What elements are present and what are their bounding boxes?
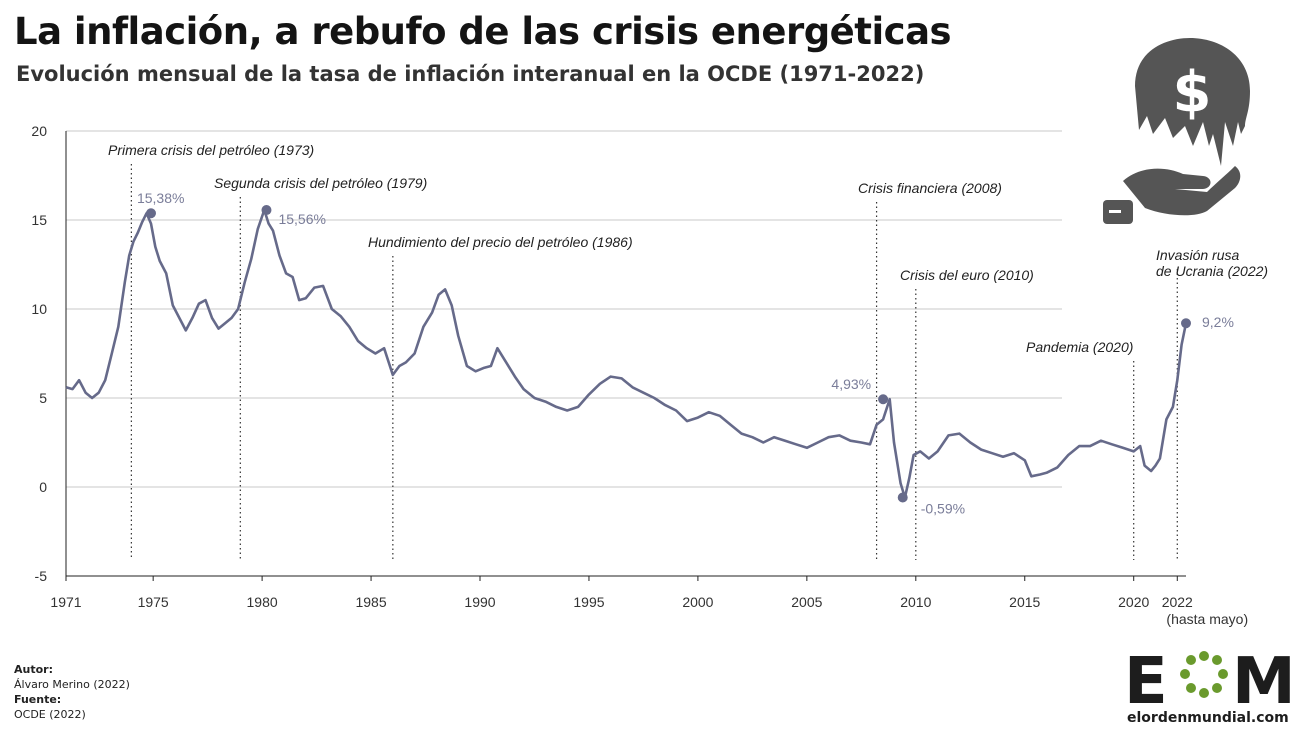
chart-title: La inflación, a rebufo de las crisis ene… (14, 10, 952, 53)
data-point-marker (897, 492, 908, 503)
x-tick-note: (hasta mayo) (1166, 611, 1248, 627)
data-label: -0,59% (921, 501, 965, 517)
y-tick-label: 15 (31, 212, 47, 228)
x-tick-label: 1990 (464, 594, 495, 610)
data-label: 4,93% (831, 376, 871, 392)
data-point-marker (145, 208, 156, 219)
x-tick-label: 2010 (900, 594, 931, 610)
credits: Autor: Álvaro Merino (2022) Fuente: OCDE… (14, 662, 130, 722)
x-tick-label: 1980 (247, 594, 278, 610)
source-label: Fuente: (14, 693, 62, 706)
data-point-marker (261, 205, 272, 216)
money-crisis-icon: $ (1103, 38, 1250, 224)
y-tick-label: 10 (31, 301, 47, 317)
annotation-label: Invasión rusa (1156, 247, 1239, 263)
y-tick-label: 0 (39, 479, 47, 495)
annotation-label: Hundimiento del precio del petróleo (198… (368, 234, 633, 250)
x-tick-label: 1995 (573, 594, 604, 610)
annotation-label: Segunda crisis del petróleo (1979) (214, 175, 427, 191)
brand-url: elordenmundial.com (1127, 710, 1289, 726)
x-tick-label: 2022 (1162, 594, 1193, 610)
source: OCDE (2022) (14, 708, 86, 721)
author: Álvaro Merino (2022) (14, 678, 130, 691)
chart-subtitle: Evolución mensual de la tasa de inflació… (16, 62, 925, 86)
annotation-label: Crisis del euro (2010) (900, 267, 1034, 283)
inflation-series-line (65, 208, 1188, 499)
author-label: Autor: (14, 663, 53, 676)
y-tick-label: 5 (39, 390, 47, 406)
data-point-marker (878, 394, 889, 405)
y-tick-label: -5 (35, 568, 48, 584)
x-tick-label: 2020 (1118, 594, 1149, 610)
data-point-marker (1181, 318, 1191, 329)
data-label: 15,56% (278, 211, 325, 227)
svg-text:$: $ (1173, 60, 1212, 125)
annotation-label: de Ucrania (2022) (1156, 263, 1268, 279)
data-label: 9,2% (1202, 314, 1234, 330)
logo-dots (1180, 651, 1228, 698)
x-tick-label: 2015 (1009, 594, 1040, 610)
annotation-label: Crisis financiera (2008) (858, 180, 1002, 196)
annotation-label: Pandemia (2020) (1026, 339, 1133, 355)
x-tick-label: 1971 (50, 594, 81, 610)
data-label: 15,38% (137, 190, 184, 206)
x-tick-label: 1975 (138, 594, 169, 610)
x-tick-label: 2005 (791, 594, 822, 610)
x-tick-label: 1985 (355, 594, 386, 610)
y-tick-label: 20 (31, 123, 47, 139)
annotation-label: Primera crisis del petróleo (1973) (108, 142, 314, 158)
x-tick-label: 2000 (682, 594, 713, 610)
